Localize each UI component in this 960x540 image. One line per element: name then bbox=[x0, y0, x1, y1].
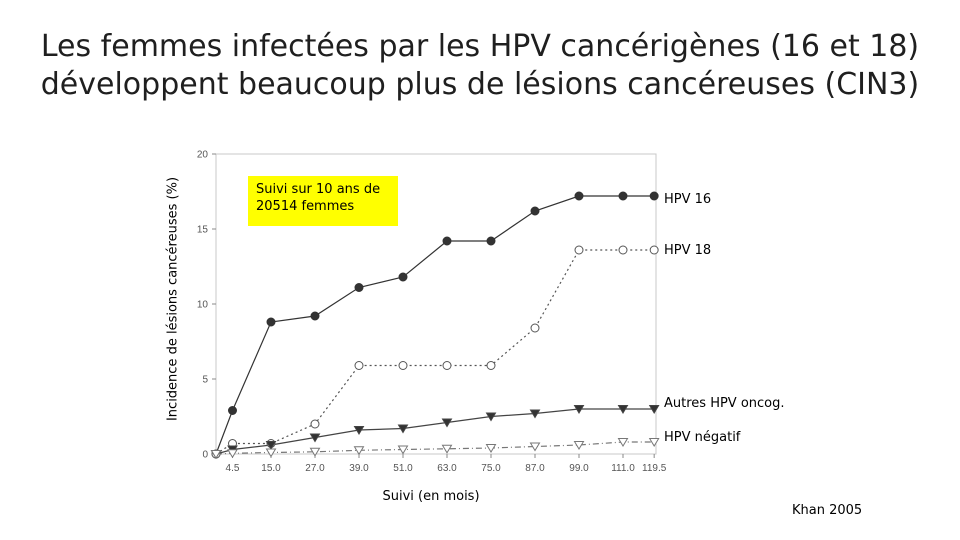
data-point-hpv18 bbox=[354, 361, 364, 370]
title-line-2: développent beaucoup plus de lésions can… bbox=[40, 67, 920, 102]
y-tick-label: 15 bbox=[197, 225, 209, 236]
series-label-autres: Autres HPV oncog. bbox=[664, 396, 785, 411]
data-point-hpv16 bbox=[649, 191, 659, 201]
data-point-autres bbox=[309, 433, 321, 443]
x-tick-label: 27.0 bbox=[305, 463, 325, 474]
axes: 0 5 10 15 20 4.5 15.0 27.0 39.0 51.0 63.0 75.0 87.0 9… bbox=[197, 150, 667, 475]
y-tick-label: 5 bbox=[202, 375, 208, 386]
data-point-negatif bbox=[441, 444, 453, 454]
x-tick-label: 4.5 bbox=[226, 463, 240, 474]
data-point-autres bbox=[529, 409, 541, 419]
data-point-hpv16 bbox=[266, 317, 276, 327]
data-point-hpv18 bbox=[310, 419, 320, 429]
series-label-negatif: HPV négatif bbox=[664, 430, 741, 445]
data-point-negatif bbox=[227, 449, 238, 459]
data-point-hpv16 bbox=[618, 191, 628, 201]
data-point-autres bbox=[397, 424, 409, 434]
data-point-negatif bbox=[529, 442, 541, 452]
slide-title: Les femmes infectées par les HPV cancéri… bbox=[0, 28, 960, 104]
data-point-negatif bbox=[617, 438, 629, 447]
data-point-hpv18 bbox=[398, 361, 408, 370]
data-point-hpv16 bbox=[442, 236, 452, 246]
annotation-box: Suivi sur 10 ans de 20514 femmes bbox=[248, 176, 398, 226]
series-label-hpv18: HPV 18 bbox=[664, 243, 712, 258]
data-point-hpv16 bbox=[574, 191, 584, 201]
data-point-negatif bbox=[309, 447, 321, 457]
x-tick-label: 111.0 bbox=[611, 463, 635, 474]
data-point-hpv18 bbox=[649, 245, 659, 255]
x-axis-label: Suivi (en mois) bbox=[382, 489, 480, 504]
x-tick-label: 63.0 bbox=[437, 463, 457, 474]
data-point-hpv18 bbox=[574, 245, 584, 255]
data-point-negatif bbox=[485, 444, 497, 453]
y-tick-label: 10 bbox=[197, 300, 209, 311]
data-point-hpv18 bbox=[530, 323, 540, 333]
data-point-hpv18 bbox=[486, 361, 496, 370]
x-tick-label: 75.0 bbox=[481, 463, 501, 474]
series-line-negatif bbox=[215, 441, 655, 455]
data-point-autres bbox=[573, 405, 585, 414]
x-tick-label: 119.5 bbox=[642, 463, 667, 474]
source-citation: Khan 2005 bbox=[792, 503, 863, 518]
series-line-hpv18 bbox=[215, 249, 655, 455]
series-label-hpv16: HPV 16 bbox=[664, 192, 712, 207]
x-tick-label: 99.0 bbox=[569, 463, 589, 474]
y-tick-label: 20 bbox=[197, 150, 209, 161]
data-point-autres bbox=[648, 405, 660, 414]
series-line-autres bbox=[215, 408, 655, 455]
title-line-1: Les femmes infectées par les HPV cancéri… bbox=[40, 29, 920, 64]
data-point-negatif bbox=[353, 446, 365, 456]
x-tick-label: 51.0 bbox=[393, 463, 413, 474]
data-point-autres bbox=[485, 412, 497, 422]
data-point-hpv16 bbox=[530, 206, 540, 216]
x-tick-label: 15.0 bbox=[261, 463, 281, 474]
data-point-hpv18 bbox=[618, 245, 628, 255]
data-point-negatif bbox=[210, 450, 222, 459]
data-point-negatif bbox=[573, 441, 585, 450]
data-point-autres bbox=[441, 418, 453, 428]
x-tick-label: 39.0 bbox=[349, 463, 369, 474]
x-tick-label: 87.0 bbox=[525, 463, 545, 474]
data-point-hpv18 bbox=[442, 361, 452, 370]
data-point-hpv16 bbox=[354, 283, 364, 292]
data-point-autres bbox=[265, 441, 277, 450]
data-point-autres bbox=[353, 426, 365, 435]
data-point-negatif bbox=[397, 445, 409, 455]
series-layer bbox=[210, 191, 660, 459]
data-point-autres bbox=[617, 405, 629, 414]
data-point-hpv16 bbox=[310, 311, 320, 321]
data-point-hpv16 bbox=[398, 272, 408, 282]
y-tick-label: 0 bbox=[202, 450, 208, 461]
series-line-hpv16 bbox=[215, 195, 655, 455]
data-point-negatif bbox=[265, 448, 277, 458]
data-point-hpv16 bbox=[228, 406, 237, 415]
data-point-negatif bbox=[648, 438, 660, 447]
data-point-hpv16 bbox=[486, 236, 496, 246]
